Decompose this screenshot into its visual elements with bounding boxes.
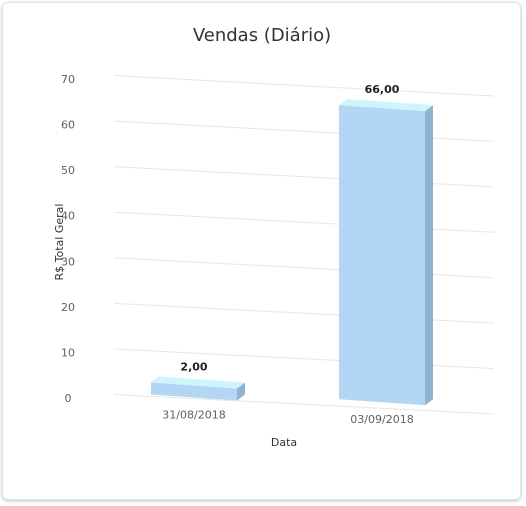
data-label: 66,00 <box>365 83 400 96</box>
bar-side <box>425 105 433 406</box>
y-tick-label: 30 <box>61 255 75 268</box>
gridline <box>113 211 495 233</box>
x-tick-label: 31/08/2018 <box>162 409 225 422</box>
gridline <box>113 348 495 370</box>
gridline <box>113 257 495 279</box>
bar-top <box>151 376 245 389</box>
gridline <box>113 166 495 188</box>
y-tick-label: 0 <box>65 392 72 405</box>
gridline <box>113 394 495 415</box>
x-tick-label: 03/09/2018 <box>350 413 413 426</box>
data-label: 2,00 <box>180 361 207 374</box>
gridline <box>113 120 495 142</box>
y-axis-label: R$ Total Geral <box>53 204 66 281</box>
grid-lines <box>113 75 495 415</box>
y-tick-label: 40 <box>61 210 75 223</box>
bar <box>339 105 425 406</box>
bar-top <box>339 99 433 112</box>
bars: 2,00 66,00 <box>151 83 433 406</box>
gridline <box>113 75 495 97</box>
x-tick-labels: 31/08/2018 03/09/2018 <box>162 409 413 427</box>
y-tick-label: 50 <box>61 164 75 177</box>
y-tick-labels: 0 10 20 30 40 50 60 70 <box>61 73 75 405</box>
y-tick-label: 10 <box>61 346 75 359</box>
chart-card <box>2 2 521 500</box>
gridline <box>113 302 495 324</box>
y-tick-label: 70 <box>61 73 75 86</box>
chart-title: Vendas (Diário) <box>193 25 331 46</box>
x-axis-label: Data <box>271 436 297 449</box>
y-tick-label: 20 <box>61 301 75 314</box>
y-tick-label: 60 <box>61 119 75 132</box>
